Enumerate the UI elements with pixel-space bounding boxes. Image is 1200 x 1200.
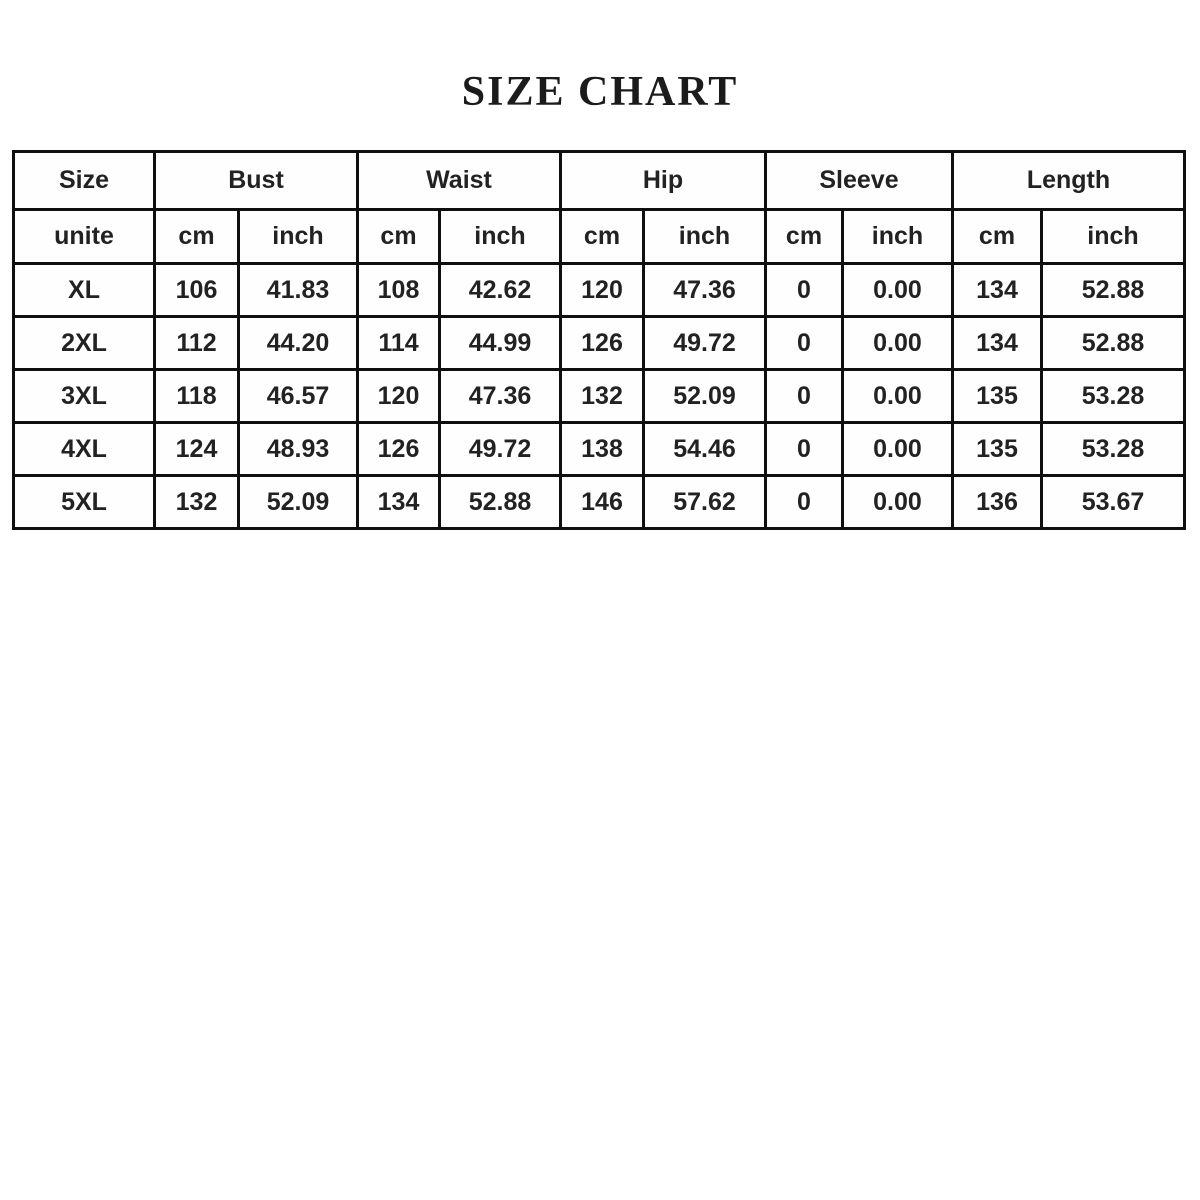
cell: 0.00: [841, 421, 954, 477]
cell: 52.88: [1039, 262, 1187, 318]
page-title: SIZE CHART: [461, 69, 739, 115]
cell: 49.72: [438, 421, 562, 477]
header-cell-waist: Waist: [356, 150, 562, 211]
cell: 118: [153, 368, 240, 424]
cell: 126: [559, 315, 645, 371]
cell: 44.20: [237, 315, 359, 371]
table-row-2xl: 2XL 112 44.20 114 44.99 126 49.72 0 0.00…: [12, 315, 1187, 371]
table-unit-row: unite cm inch cm inch cm inch cm inch cm…: [12, 208, 1187, 265]
cell: 0: [764, 262, 844, 318]
cell: 54.46: [642, 421, 767, 477]
cell-size-label: 5XL: [12, 474, 156, 530]
cell: 135: [951, 421, 1043, 477]
unit-cell: unite: [12, 208, 156, 265]
cell: 47.36: [642, 262, 767, 318]
cell-size-label: XL: [12, 262, 156, 318]
unit-cell: inch: [841, 208, 954, 265]
cell: 47.36: [438, 368, 562, 424]
size-chart-table: Size Bust Waist Hip Sleeve Length unite …: [12, 150, 1187, 530]
header-cell-sleeve: Sleeve: [764, 150, 954, 211]
cell: 0: [764, 421, 844, 477]
table-row-5xl: 5XL 132 52.09 134 52.88 146 57.62 0 0.00…: [12, 474, 1187, 530]
cell: 0.00: [841, 474, 954, 530]
cell: 114: [356, 315, 441, 371]
cell: 108: [356, 262, 441, 318]
unit-cell: inch: [237, 208, 359, 265]
cell: 132: [559, 368, 645, 424]
cell: 138: [559, 421, 645, 477]
header-cell-size: Size: [12, 150, 156, 211]
cell: 134: [356, 474, 441, 530]
cell: 132: [153, 474, 240, 530]
cell: 134: [951, 315, 1043, 371]
cell: 120: [559, 262, 645, 318]
cell: 135: [951, 368, 1043, 424]
cell: 52.88: [438, 474, 562, 530]
cell: 53.67: [1039, 474, 1187, 530]
table-body: XL 106 41.83 108 42.62 120 47.36 0 0.00 …: [12, 262, 1187, 530]
unit-cell: cm: [951, 208, 1043, 265]
cell: 44.99: [438, 315, 562, 371]
cell: 0: [764, 368, 844, 424]
cell: 0: [764, 315, 844, 371]
cell: 49.72: [642, 315, 767, 371]
unit-cell: cm: [356, 208, 441, 265]
cell: 53.28: [1039, 421, 1187, 477]
header-cell-length: Length: [950, 150, 1187, 211]
cell: 42.62: [438, 262, 562, 318]
table-group-header-row: Size Bust Waist Hip Sleeve Length: [12, 150, 1187, 211]
cell: 146: [559, 474, 645, 530]
table-row-xl: XL 106 41.83 108 42.62 120 47.36 0 0.00 …: [12, 262, 1187, 318]
header-cell-hip: Hip: [559, 150, 767, 211]
cell: 134: [951, 262, 1043, 318]
cell: 120: [356, 368, 441, 424]
cell-size-label: 3XL: [12, 368, 156, 424]
unit-cell: inch: [1039, 208, 1187, 265]
table-header: Size Bust Waist Hip Sleeve Length unite …: [12, 150, 1187, 265]
cell: 0.00: [841, 262, 954, 318]
cell: 57.62: [642, 474, 767, 530]
cell: 52.88: [1039, 315, 1187, 371]
cell: 136: [951, 474, 1043, 530]
cell: 0: [764, 474, 844, 530]
cell: 0.00: [841, 368, 954, 424]
cell: 52.09: [642, 368, 767, 424]
cell: 126: [356, 421, 441, 477]
unit-cell: inch: [642, 208, 767, 265]
cell: 124: [153, 421, 240, 477]
cell: 112: [153, 315, 240, 371]
cell: 52.09: [237, 474, 359, 530]
unit-cell: inch: [438, 208, 562, 265]
unit-cell: cm: [559, 208, 645, 265]
cell: 46.57: [237, 368, 359, 424]
table-row-4xl: 4XL 124 48.93 126 49.72 138 54.46 0 0.00…: [12, 421, 1187, 477]
cell: 106: [153, 262, 240, 318]
cell-size-label: 2XL: [12, 315, 156, 371]
cell: 0.00: [841, 315, 954, 371]
cell: 48.93: [237, 421, 359, 477]
cell: 41.83: [237, 262, 359, 318]
table-row-3xl: 3XL 118 46.57 120 47.36 132 52.09 0 0.00…: [12, 368, 1187, 424]
header-cell-bust: Bust: [153, 150, 359, 211]
unit-cell: cm: [764, 208, 844, 265]
cell: 53.28: [1039, 368, 1187, 424]
unit-cell: cm: [153, 208, 240, 265]
cell-size-label: 4XL: [12, 421, 156, 477]
